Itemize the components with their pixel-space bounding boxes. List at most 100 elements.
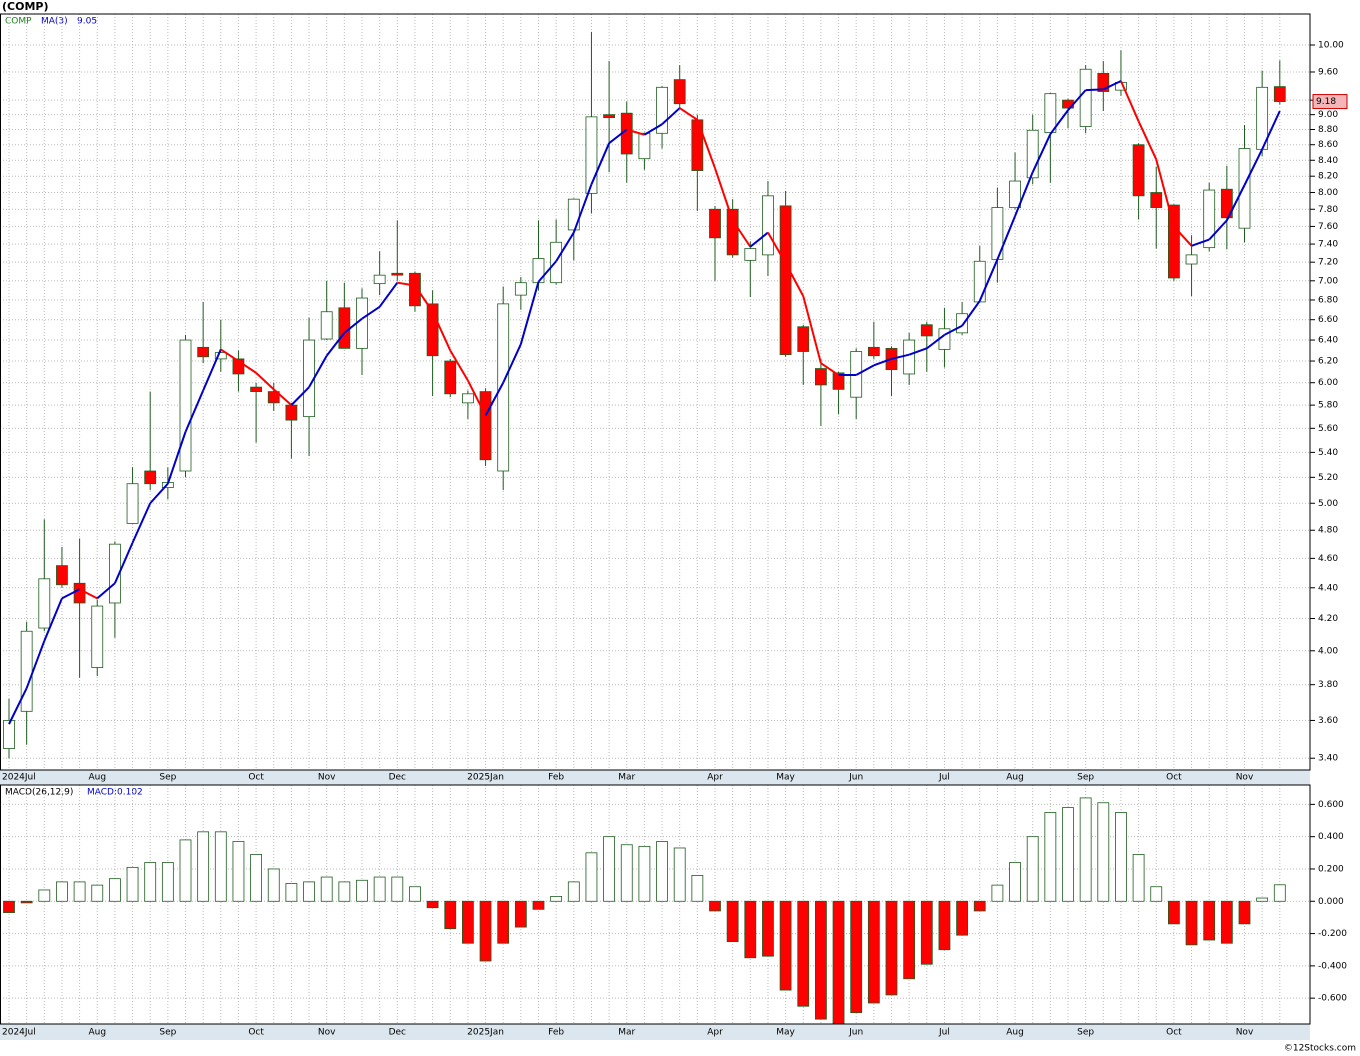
ma-line xyxy=(43,597,63,642)
macd-bar xyxy=(373,876,386,902)
x-tick-label: 2024Jul xyxy=(2,773,36,783)
macd-bar xyxy=(762,900,774,957)
legend-ma-value: 9.05 xyxy=(77,17,97,27)
macd-bar xyxy=(638,845,651,902)
candle-body xyxy=(585,116,598,194)
macd-bar xyxy=(1079,797,1092,902)
ma-line xyxy=(220,348,240,362)
ma-line xyxy=(273,388,293,406)
ma-line xyxy=(343,317,363,334)
ma-line xyxy=(643,123,663,136)
y-tick-label: 7.60 xyxy=(1318,222,1338,232)
macd-bar xyxy=(3,900,15,913)
ma-line xyxy=(449,349,469,382)
y-tick-label: 0.400 xyxy=(1318,832,1344,842)
macd-bar xyxy=(744,900,757,959)
y-tick-label: 5.60 xyxy=(1318,424,1338,434)
macd-bar xyxy=(1115,812,1127,902)
ma-line xyxy=(184,390,205,433)
ma-line xyxy=(414,284,434,313)
ma-line xyxy=(166,431,187,485)
x-tick-label: Dec xyxy=(389,1028,406,1038)
macd-bar xyxy=(1062,807,1074,902)
candle-body xyxy=(232,358,245,375)
x-tick-label: May xyxy=(776,1028,795,1038)
ma-line xyxy=(1031,133,1052,173)
macd-bar xyxy=(320,876,333,902)
macd-bar xyxy=(885,900,898,996)
candle-body xyxy=(3,720,15,749)
candle-body xyxy=(479,391,492,461)
ma-line xyxy=(1155,159,1175,227)
macd-bar xyxy=(903,900,916,980)
x-tick-label: Apr xyxy=(707,1028,723,1038)
macd-bar xyxy=(267,868,280,902)
ma-line xyxy=(149,483,169,504)
macd-bar xyxy=(1203,900,1216,941)
candle-body xyxy=(497,303,510,472)
candle-body xyxy=(373,274,386,285)
ma-line xyxy=(325,332,346,357)
macd-bar xyxy=(1238,900,1251,925)
macd-bar xyxy=(797,900,810,1007)
y-tick-label: 0.200 xyxy=(1318,864,1344,874)
ma-line xyxy=(1137,120,1158,160)
candle-body xyxy=(1203,189,1216,249)
candle-body xyxy=(691,119,704,171)
x-tick-label: Jul xyxy=(938,773,950,783)
candle-body xyxy=(867,346,880,357)
candle-body xyxy=(444,360,457,395)
y-tick-label: 3.60 xyxy=(1318,716,1338,726)
macd-bar xyxy=(1097,802,1110,902)
y-tick-label: 8.80 xyxy=(1318,125,1338,135)
candle-body xyxy=(514,282,527,296)
x-tick-label: Feb xyxy=(548,773,564,783)
macd-bar xyxy=(179,839,192,902)
candle-body xyxy=(250,386,263,392)
ma-line xyxy=(1225,184,1246,221)
ma-line xyxy=(908,347,928,356)
ma-line xyxy=(397,281,416,287)
macd-bar xyxy=(232,841,245,902)
macd-bar xyxy=(1168,900,1180,925)
y-tick-label: 0.000 xyxy=(1318,897,1344,907)
macd-bar xyxy=(38,889,51,902)
y-tick-label: 8.60 xyxy=(1318,140,1338,150)
x-tick-label: 2025Jan xyxy=(467,1028,504,1038)
candle-body xyxy=(461,393,474,404)
candle-body xyxy=(762,195,774,256)
x-tick-label: Nov xyxy=(1236,773,1254,783)
candle-body xyxy=(20,630,33,712)
candle-body xyxy=(338,307,351,349)
y-tick-label: 8.40 xyxy=(1318,156,1338,166)
candle-body xyxy=(532,258,545,284)
ma-line xyxy=(714,167,734,221)
candle-body xyxy=(109,543,121,604)
x-tick-label: Nov xyxy=(318,1028,336,1038)
candle-body xyxy=(356,297,368,349)
ma-line xyxy=(61,588,81,600)
ma-line xyxy=(1208,219,1228,241)
macd-bar xyxy=(1185,900,1198,946)
x-tick-label: Sep xyxy=(159,773,176,783)
macd-bar xyxy=(461,900,474,944)
macd-bar xyxy=(1009,862,1021,902)
candle-body xyxy=(267,391,280,404)
x-tick-label: Jul xyxy=(938,1028,950,1038)
last-price-tag xyxy=(1312,94,1348,110)
candle-body xyxy=(73,582,86,604)
x-tick-label: May xyxy=(776,773,795,783)
macd-bar xyxy=(603,836,615,902)
candle-body xyxy=(1273,86,1286,102)
macd-bar xyxy=(850,900,863,1014)
macd-bar xyxy=(550,896,563,902)
ma-line xyxy=(519,281,540,345)
macd-bar xyxy=(73,881,86,902)
macd-bar xyxy=(1044,812,1057,902)
legend-ma: MA(3) xyxy=(41,17,68,27)
macd-bar xyxy=(920,900,933,965)
ma-line xyxy=(943,324,963,336)
x-tick-label: Sep xyxy=(1077,1028,1094,1038)
x-tick-label: Nov xyxy=(318,773,336,783)
x-tick-label: Apr xyxy=(707,773,723,783)
